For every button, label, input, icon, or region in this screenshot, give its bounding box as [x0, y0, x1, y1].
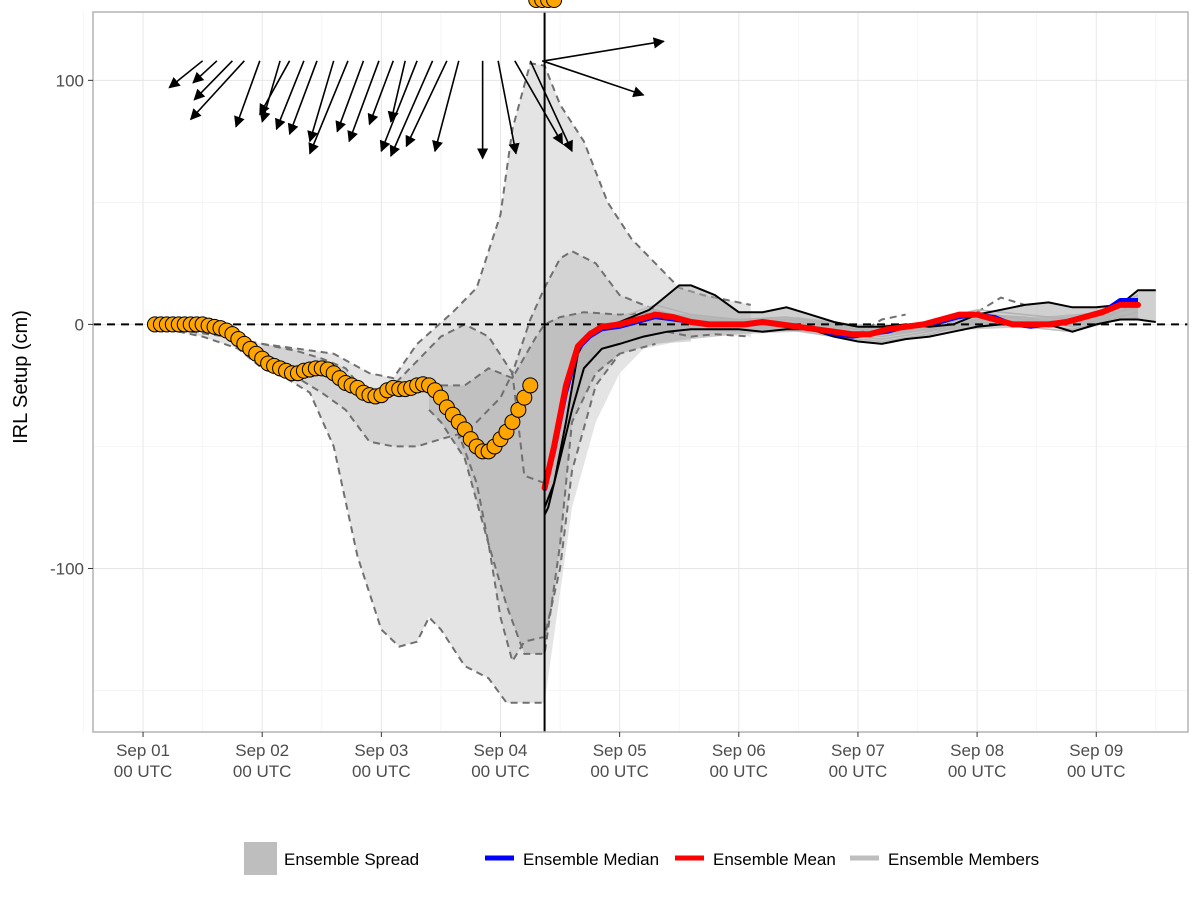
wind-arrow [259, 60, 291, 116]
plot-border [92, 11, 1189, 733]
wind-arrow [389, 60, 434, 158]
x-tick-label-utc: 00 UTC [233, 762, 292, 781]
spread-dashed-line [429, 311, 656, 387]
spread-dashed-line [428, 352, 621, 655]
wind-arrow [192, 60, 218, 84]
legend: Ensemble Spread Ensemble Median Ensemble M… [244, 842, 1039, 875]
x-tick-label-utc: 00 UTC [471, 762, 530, 781]
x-tick-label: Sep 03 [354, 741, 408, 760]
spread-dashed-line [261, 250, 680, 399]
wind-arrow [541, 60, 645, 98]
series-layer [93, 12, 1188, 732]
ensemble-mean-line [541, 301, 1141, 491]
x-tick-label-utc: 00 UTC [590, 762, 649, 781]
wind-arrow [275, 60, 305, 131]
wind-arrow [544, 37, 665, 62]
y-tick-label: 0 [75, 315, 84, 334]
wind-arrow [168, 60, 204, 89]
x-tick-label: Sep 06 [712, 741, 766, 760]
x-tick-label-utc: 00 UTC [114, 762, 173, 781]
x-tick-label-utc: 00 UTC [948, 762, 1007, 781]
y-axis-title: IRL Setup (cm) [10, 310, 32, 444]
x-tick-label: Sep 09 [1069, 741, 1123, 760]
spread-dashed-line [667, 330, 751, 338]
wind-arrow [387, 60, 406, 123]
axis-layer: 100 0 -100 Sep 01 00 UTC Sep 02 00 UTC Sep 03 00… [50, 11, 1189, 781]
spread-dashed-line [261, 342, 656, 664]
wind-arrow [367, 60, 395, 126]
observed-point [546, 0, 563, 8]
wind-arrow [405, 60, 448, 148]
legend-label-spread: Ensemble Spread [284, 850, 419, 869]
wind-arrow [529, 60, 573, 153]
x-tick-label: Sep 04 [474, 741, 528, 760]
wind-arrow [193, 60, 233, 101]
legend-key-spread [244, 842, 277, 875]
x-tick-label: Sep 02 [235, 741, 289, 760]
x-tick-label-utc: 00 UTC [710, 762, 769, 781]
wind-arrow [308, 60, 349, 155]
legend-label-members: Ensemble Members [888, 850, 1039, 869]
wind-arrow [514, 60, 564, 145]
arrow-layer [168, 37, 665, 160]
x-tick-label-utc: 00 UTC [829, 762, 888, 781]
obs-layer [146, 0, 563, 460]
wind-arrow [234, 60, 261, 128]
y-tick-label: -100 [50, 559, 84, 578]
x-tick-label-utc: 00 UTC [352, 762, 411, 781]
wind-arrow [432, 60, 460, 153]
x-tick-label: Sep 05 [593, 741, 647, 760]
legend-label-median: Ensemble Median [523, 850, 659, 869]
x-tick-label-utc: 00 UTC [1067, 762, 1126, 781]
observed-point [522, 377, 539, 394]
wind-arrow [347, 60, 380, 143]
x-tick-label: Sep 01 [116, 741, 170, 760]
wind-arrow [497, 60, 520, 155]
wind-arrow [379, 60, 418, 153]
wind-arrow [335, 60, 365, 133]
x-tick-label: Sep 08 [950, 741, 1004, 760]
spread-dashed-line [976, 296, 1026, 314]
wind-arrow [287, 60, 318, 136]
wind-arrow [307, 60, 335, 143]
wind-arrow [189, 60, 245, 121]
grid-layer [83, 12, 1188, 732]
plot-panel [93, 12, 1188, 732]
x-tick-label: Sep 07 [831, 741, 885, 760]
y-tick-label: 100 [56, 71, 84, 90]
legend-label-mean: Ensemble Mean [713, 850, 836, 869]
